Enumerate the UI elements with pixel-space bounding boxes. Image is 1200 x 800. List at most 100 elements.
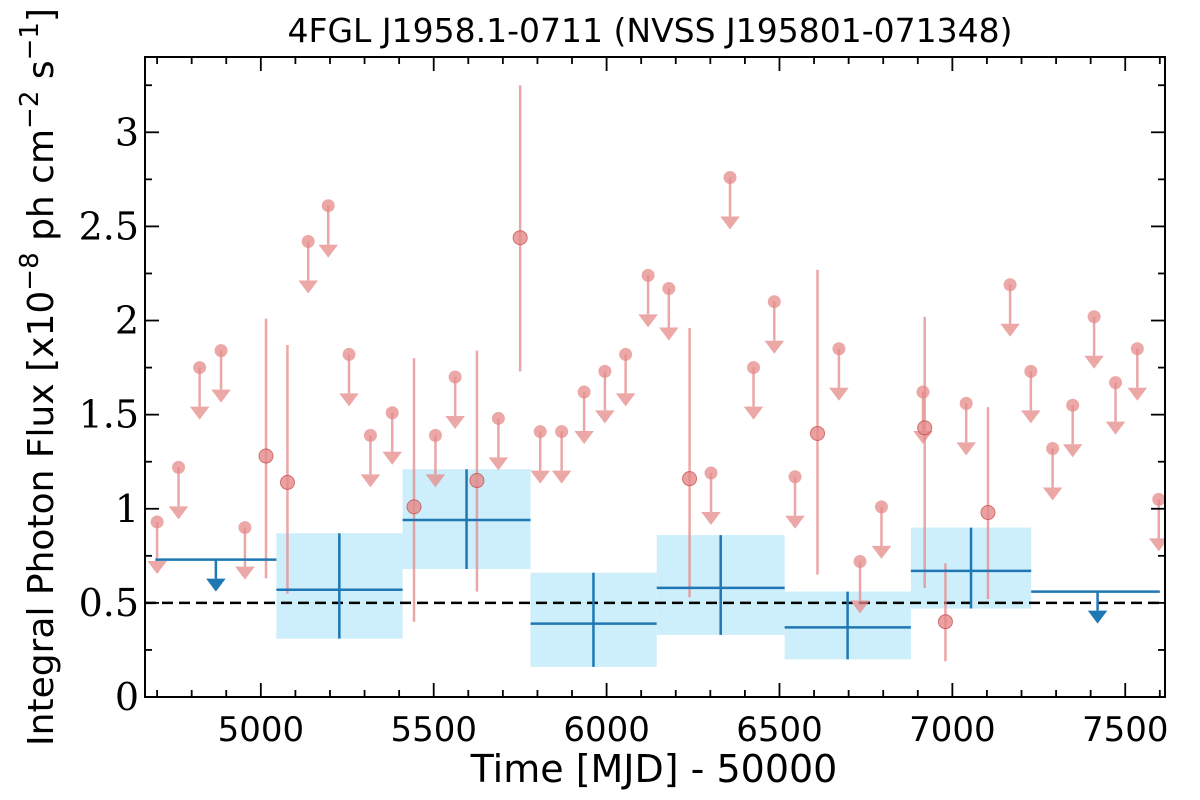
short-upper-limit-point-14 [555,425,569,439]
short-upper-limit-point-12 [491,411,505,425]
short-upper-limit-13-arrow [530,470,550,484]
short-upper-limit-34-arrow [1084,355,1104,369]
short-detection-point-3 [469,473,485,489]
short-upper-limit-point-3 [214,344,228,358]
short-upper-limit-2-arrow [189,406,210,420]
short-upper-limit-point-7 [342,347,356,361]
plot-frame [144,56,1166,698]
short-upper-limit-point-30 [1003,278,1017,292]
short-upper-limit-point-28 [916,385,930,399]
short-upper-limit-point-36 [1130,342,1144,356]
short-upper-limit-0-arrow [147,560,167,574]
x-tick-label: 7500 [1082,710,1169,750]
short-bin-markers [147,85,1165,662]
short-upper-limit-5-arrow [298,280,318,294]
short-upper-limit-point-35 [1109,376,1123,390]
long-bin-markers [155,469,1160,667]
short-upper-limit-point-25 [832,342,846,356]
short-upper-limit-point-2 [193,361,207,375]
y-tick-label: 2 [115,299,139,343]
short-upper-limit-point-26 [853,554,867,568]
x-tick-label: 7000 [909,710,996,750]
short-upper-limit-1-arrow [168,506,189,520]
y-axis-label-end: ] [21,8,62,22]
short-upper-limit-7-arrow [339,393,359,407]
short-upper-limit-point-10 [428,428,442,442]
short-upper-limit-point-9 [385,406,399,420]
short-upper-limit-point-11 [448,370,462,384]
short-upper-limit-point-32 [1046,442,1060,456]
short-upper-limit-point-6 [321,199,335,213]
short-upper-limit-point-19 [662,282,676,296]
short-upper-limit-11-arrow [445,416,465,429]
x-tick-label: 5500 [390,710,477,750]
short-detection-point-4 [512,230,528,246]
short-upper-limit-19-arrow [659,327,679,341]
long-upper-limit-0-arrow [206,578,226,592]
short-upper-limit-16-arrow [595,410,615,424]
short-upper-limit-36-arrow [1127,387,1148,401]
short-detection-point-6 [810,425,826,441]
short-upper-limit-point-33 [1066,398,1080,412]
short-upper-limit-point-5 [301,234,315,248]
short-upper-limit-29-arrow [956,442,976,456]
short-upper-limit-8-arrow [360,474,381,488]
short-upper-limit-18-arrow [638,314,658,328]
long-bin-error-boxes [276,469,1032,667]
short-upper-limit-point-34 [1087,310,1101,324]
short-upper-limit-33-arrow [1062,444,1083,458]
short-upper-limit-32-arrow [1042,487,1063,501]
x-axis-label: Time [MJD] - 50000 [470,747,838,791]
short-upper-limit-27-arrow [871,545,892,559]
short-upper-limit-point-18 [641,268,655,282]
short-upper-limit-25-arrow [829,387,849,401]
short-upper-limit-20-arrow [701,512,721,525]
short-upper-limit-31-arrow [1021,410,1041,424]
y-tick-label: 0.5 [79,581,139,625]
short-upper-limit-35-arrow [1105,421,1126,435]
short-upper-limit-point-20 [704,466,718,480]
y-tick-label: 0 [115,675,139,719]
short-detection-point-5 [682,471,698,487]
short-upper-limit-point-22 [747,361,761,375]
y-axis-label-mid2: s [21,60,62,90]
x-axis-ticks: 5000 5500 6000 6500 7000 7500 [156,57,1169,750]
short-upper-limit-22-arrow [743,406,764,420]
short-upper-limit-point-13 [533,425,547,439]
short-upper-limit-point-37 [1152,492,1165,506]
short-upper-limit-point-29 [959,396,973,410]
short-upper-limit-12-arrow [488,457,509,471]
short-upper-limit-23-arrow [764,340,785,354]
short-upper-limit-14-arrow [551,470,572,484]
y-tick-label: 1 [115,487,139,531]
chart-title: 4FGL J1958.1-0711 (NVSS J195801-071348) [288,11,1013,50]
short-upper-limit-point-4 [238,521,252,535]
x-tick-label: 6500 [736,710,823,750]
x-tick-label: 6000 [563,710,650,750]
short-upper-limit-17-arrow [615,393,636,407]
short-upper-limit-6-arrow [318,244,339,258]
short-upper-limit-point-27 [874,500,888,514]
short-upper-limit-point-8 [363,428,377,442]
y-axis-ticks: 0 0.5 1 1.5 2 2.5 3 [79,84,1165,719]
short-upper-limit-point-23 [767,295,781,309]
y-axis-label-exp1: −8 [15,252,45,290]
y-tick-label: 2.5 [79,204,139,248]
plot-area [145,85,1165,667]
short-detection-point-7 [937,614,953,630]
short-upper-limit-point-24 [788,470,802,484]
short-upper-limit-37-arrow [1149,538,1165,552]
short-upper-limit-point-15 [577,385,591,399]
short-upper-limit-26-arrow [850,600,870,614]
short-detection-point-8 [917,420,933,436]
short-upper-limit-point-17 [619,347,633,361]
y-tick-label: 3 [115,110,139,154]
short-upper-limit-point-1 [172,460,186,474]
short-upper-limit-9-arrow [382,451,402,465]
long-upper-limit-1-arrow [1087,610,1108,624]
short-detection-point-2 [406,499,422,515]
short-upper-limit-4-arrow [235,566,255,580]
x-tick-label: 5000 [218,710,305,750]
y-axis-label-mid: ph cm [21,129,62,252]
